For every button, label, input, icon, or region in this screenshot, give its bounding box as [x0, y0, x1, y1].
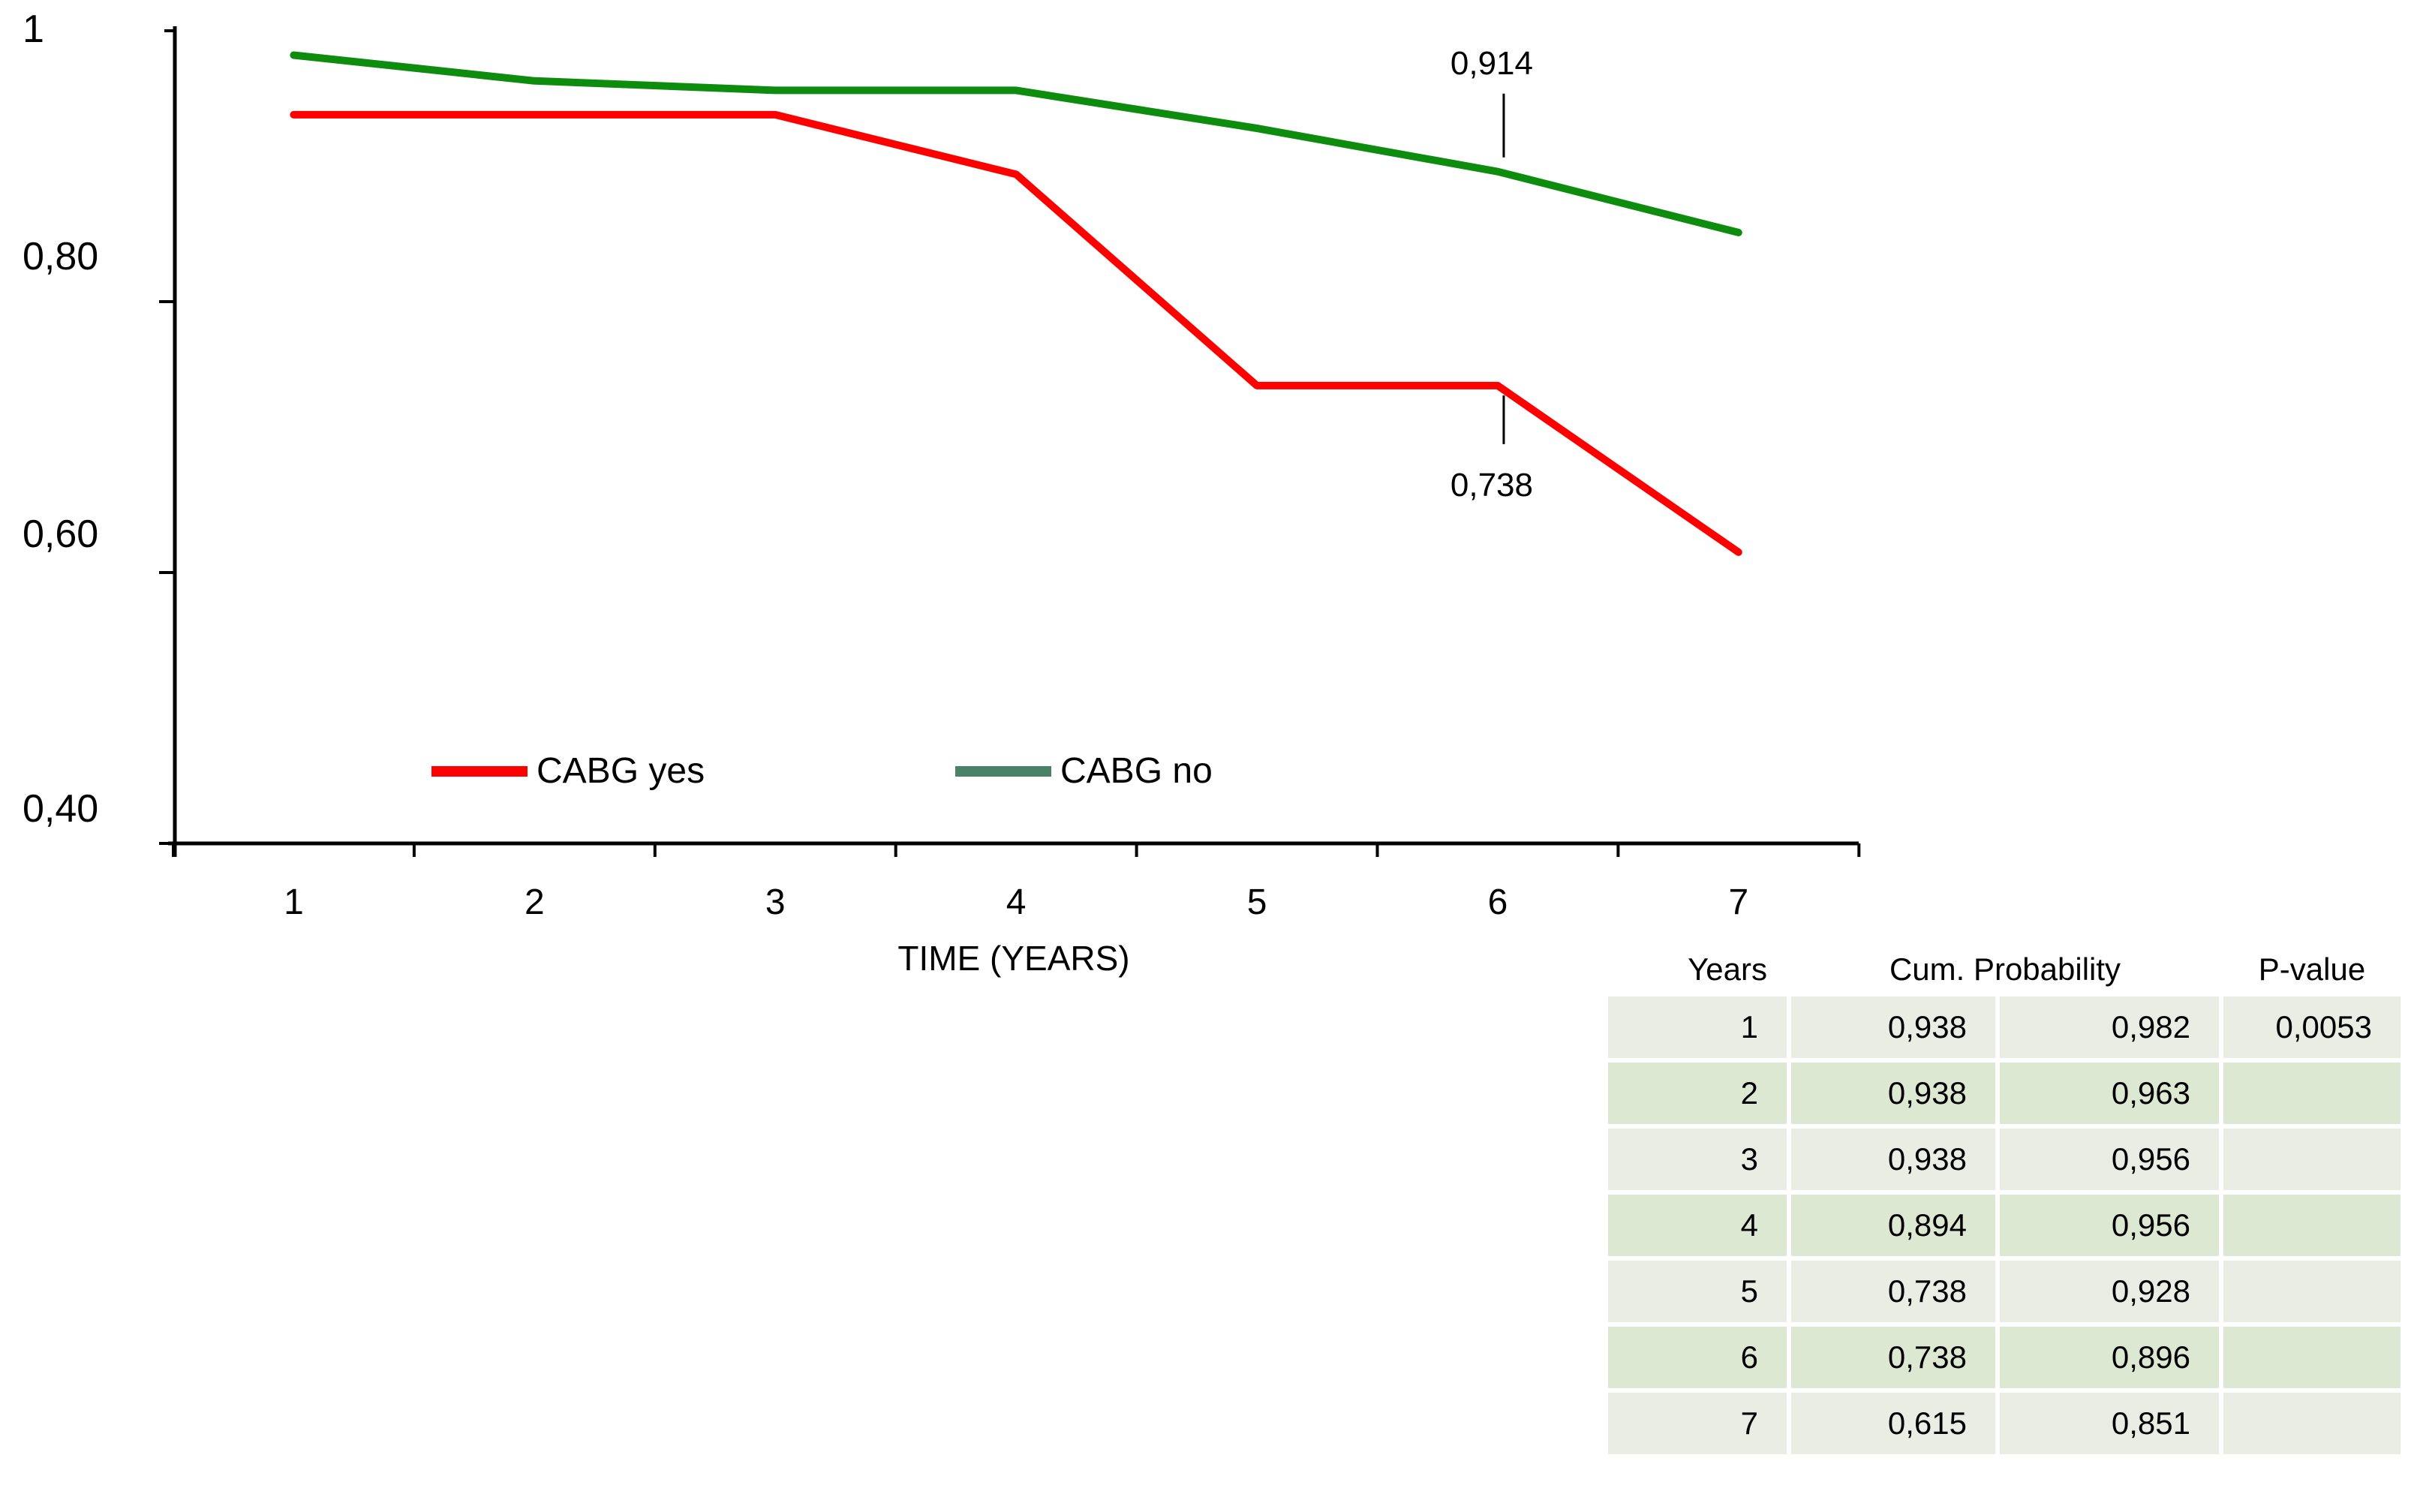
- table-cell: 0,615: [1791, 1393, 1995, 1454]
- x-tick-label: 3: [765, 882, 786, 922]
- table-cell: 0,896: [2000, 1327, 2219, 1388]
- table-cell: 0,956: [2000, 1195, 2219, 1256]
- table-cell: 0,894: [1791, 1195, 1995, 1256]
- table-cell: [2223, 1261, 2400, 1322]
- table-cell: [2223, 1393, 2400, 1454]
- table-cell: [2223, 1195, 2400, 1256]
- table-header-row: Years Cum. Probability P-value: [1608, 947, 2400, 992]
- legend-item-cabg-no: CABG no: [955, 749, 1213, 794]
- series-line-cabg-no: [290, 51, 1742, 236]
- table-row: 5 0,738 0,928: [1608, 1261, 2400, 1322]
- annotation-label: 0,914: [1450, 44, 1533, 82]
- table-cell: 0,963: [2000, 1063, 2219, 1124]
- table-cell: 1: [1608, 996, 1787, 1058]
- y-tick-label: 0,60: [23, 513, 99, 556]
- table-cell: 2: [1608, 1063, 1787, 1124]
- annotation-label: 0,738: [1450, 466, 1533, 503]
- cabg-yes-swatch: [431, 766, 528, 777]
- series-line-cabg-yes: [290, 110, 1742, 556]
- header-cum-probability: Cum. Probability: [1791, 947, 2219, 992]
- table-row: 4 0,894 0,956: [1608, 1195, 2400, 1256]
- y-tick-label: 1: [23, 8, 44, 51]
- legend-item-cabg-yes: CABG yes: [431, 749, 705, 794]
- table-cell: 0,938: [1791, 1129, 1995, 1190]
- legend-label-cabg-yes: CABG yes: [537, 751, 705, 791]
- table-cell: 7: [1608, 1393, 1787, 1454]
- table-cell: 0,938: [1791, 1063, 1995, 1124]
- cabg-no-swatch: [955, 766, 1051, 777]
- table-cell: 0,982: [2000, 996, 2219, 1058]
- table-cell: 6: [1608, 1327, 1787, 1388]
- table-cell: 4: [1608, 1195, 1787, 1256]
- x-tick-label: 7: [1728, 882, 1749, 922]
- table-row: 3 0,938 0,956: [1608, 1129, 2400, 1190]
- header-years: Years: [1608, 947, 1787, 992]
- table-cell: 0,928: [2000, 1261, 2219, 1322]
- x-tick-label: 1: [284, 882, 304, 922]
- x-tick-label: 5: [1246, 882, 1267, 922]
- table-cell: [2223, 1129, 2400, 1190]
- table-cell: 0,0053: [2223, 996, 2400, 1058]
- table-row: 2 0,938 0,963: [1608, 1063, 2400, 1124]
- x-tick-label: 2: [524, 882, 545, 922]
- x-tick-label: 4: [1006, 882, 1027, 922]
- table-cell: 5: [1608, 1261, 1787, 1322]
- table-cell: 0,851: [2000, 1393, 2219, 1454]
- results-table: Years Cum. Probability P-value 1 0,938 0,9…: [1604, 942, 2405, 1459]
- table-cell: 3: [1608, 1129, 1787, 1190]
- x-tick-label: 6: [1487, 882, 1508, 922]
- header-p-value: P-value: [2223, 947, 2400, 992]
- table-row: 7 0,615 0,851: [1608, 1393, 2400, 1454]
- x-axis-title: TIME (YEARS): [897, 939, 1130, 978]
- y-tick-label: 0,40: [23, 787, 99, 831]
- table-cell: 0,938: [1791, 996, 1995, 1058]
- table-cell: 0,738: [1791, 1261, 1995, 1322]
- y-tick-label: 0,80: [23, 235, 99, 278]
- table-row: 6 0,738 0,896: [1608, 1327, 2400, 1388]
- table-row: 1 0,938 0,982 0,0053: [1608, 996, 2400, 1058]
- table-cell: [2223, 1327, 2400, 1388]
- legend-label-cabg-no: CABG no: [1060, 751, 1213, 791]
- table-cell: 0,956: [2000, 1129, 2219, 1190]
- table-cell: [2223, 1063, 2400, 1124]
- table-cell: 0,738: [1791, 1327, 1995, 1388]
